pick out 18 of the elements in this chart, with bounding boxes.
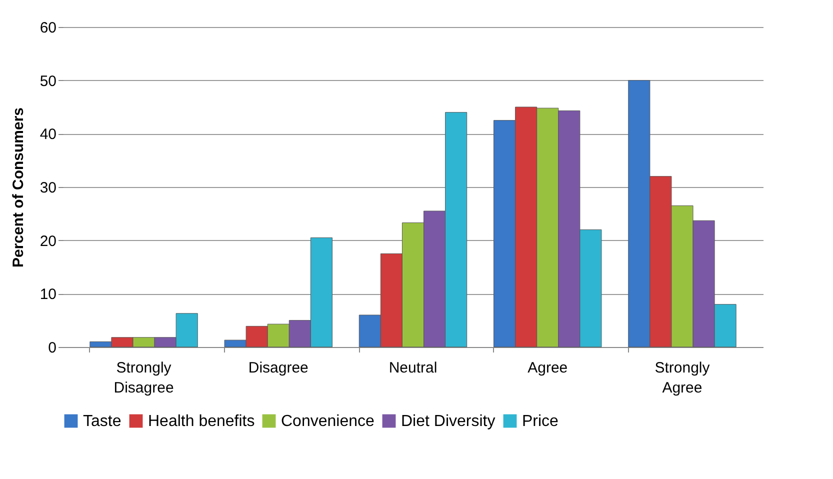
y-tick-label: 60 (40, 20, 56, 36)
legend-label: Diet Diversity (401, 413, 496, 430)
x-tick-label: Neutral (388, 360, 438, 376)
legend-label: Taste (83, 413, 122, 430)
x-tick-label: Disagree (248, 360, 308, 376)
x-tick-label: Agree (528, 360, 568, 376)
y-tick-label: 30 (40, 180, 56, 196)
y-tick-label: 0 (48, 340, 56, 356)
y-tick-label: 10 (40, 286, 56, 304)
y-axis-title: Percent of Consumers (10, 107, 27, 268)
legend-label: Convenience (281, 413, 374, 430)
x-tick-label: Strongly Agree (654, 360, 710, 396)
x-tick-label: Strongly Disagree (114, 360, 174, 396)
legend-label: Price (522, 413, 559, 430)
y-tick-label: 20 (40, 232, 56, 250)
y-tick-label: 50 (40, 72, 56, 90)
y-tick-label: 40 (40, 126, 56, 144)
legend-label: Health benefits (148, 413, 255, 430)
